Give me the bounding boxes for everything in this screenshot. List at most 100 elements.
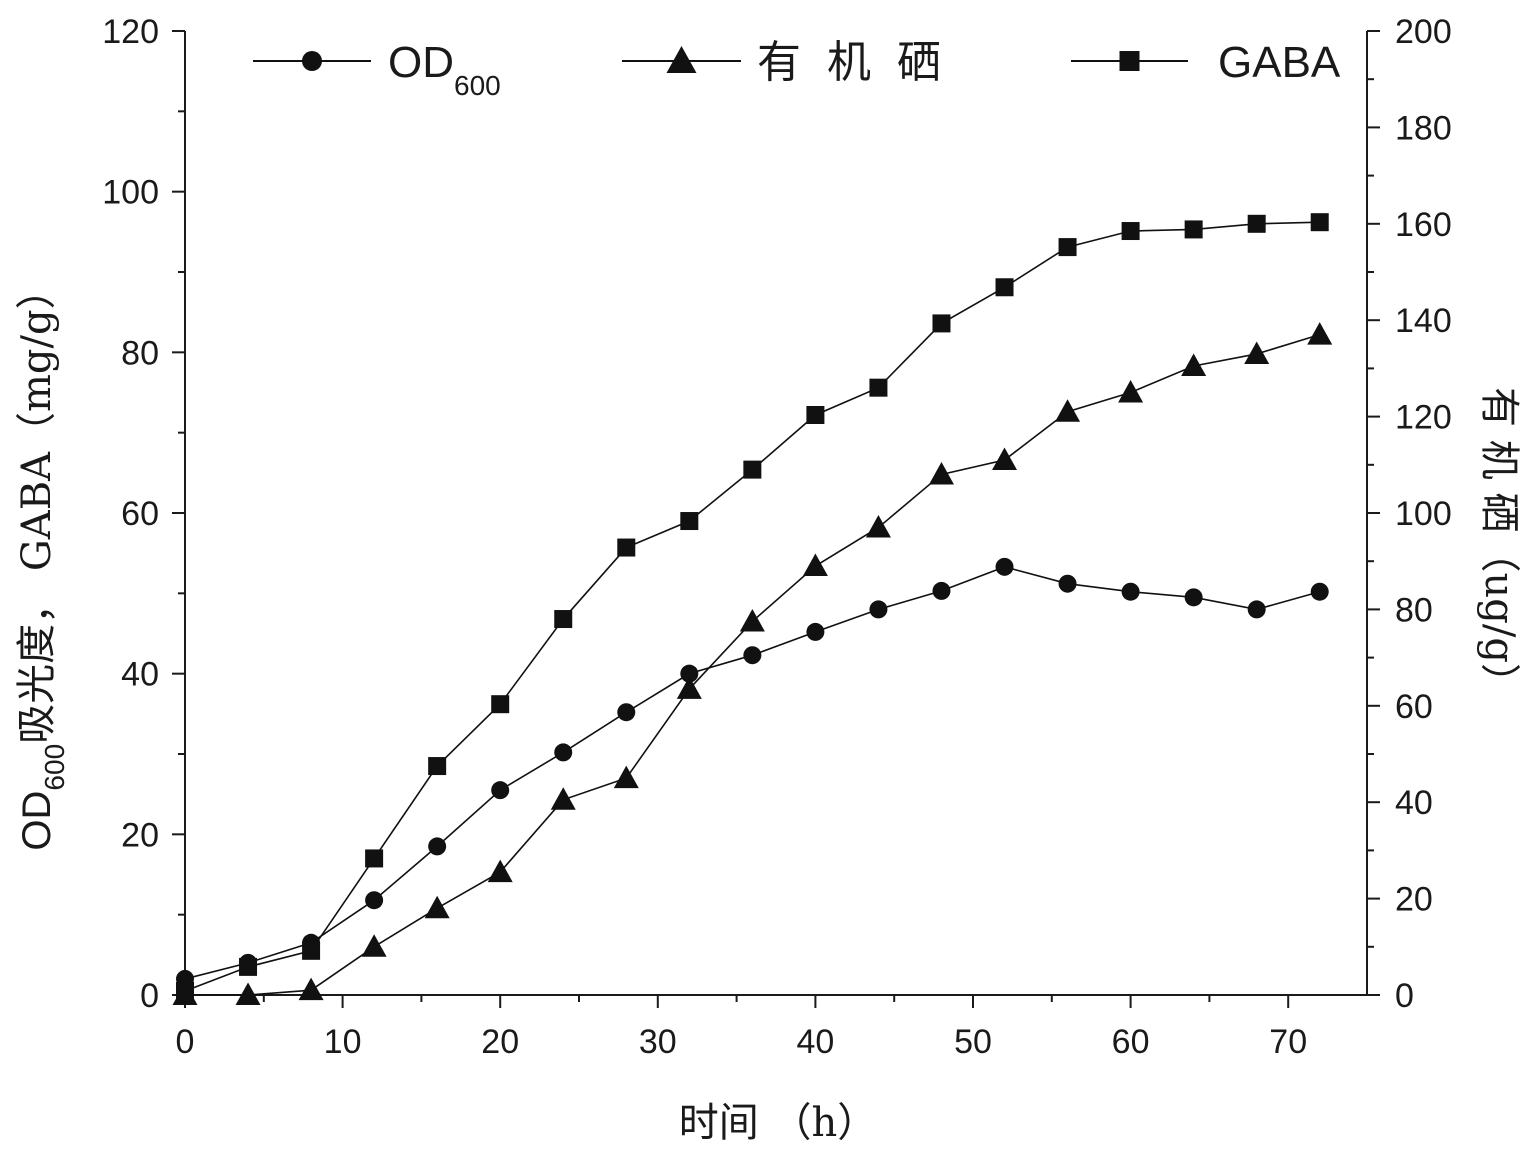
y-right-tick-label: 80 [1395,591,1433,629]
series-square [176,213,1329,1000]
data-point-square [743,460,762,479]
y-right-tick-label: 20 [1395,881,1433,919]
data-point-square [1121,222,1140,241]
y-left-tick-label: 80 [121,334,159,372]
data-point-triangle [802,553,828,577]
data-point-triangle [1055,399,1081,422]
data-point-circle [806,622,825,641]
series-line [185,333,1320,996]
legend-entry-circle: OD600 [253,38,501,101]
data-point-triangle [1118,380,1144,403]
x-axis-title: 时间 （h） [679,1100,877,1146]
data-point-circle [1121,582,1140,601]
series-triangle [172,322,1333,1005]
y-right-tick-label: 140 [1395,302,1452,340]
data-point-square [239,957,258,976]
legend-entry-triangle: 有 机 硒 [622,37,947,88]
data-point-circle [554,743,573,762]
data-point-triangle [928,461,954,485]
data-point-triangle [298,977,324,1001]
legend-label: 有 机 硒 [757,37,947,88]
x-tick-label: 0 [176,1023,195,1061]
data-point-square [176,981,194,1000]
legend-entry-square: GABA [1071,38,1341,87]
data-point-circle [680,664,699,683]
data-point-triangle [739,608,765,632]
data-point-square [1310,213,1329,232]
y-left-tick-label: 0 [140,977,159,1015]
y-right-tick-label: 60 [1395,688,1433,726]
y-left-axis-title: OD600吸光度， GABA（mg/g） [14,269,70,850]
legend-label-main: 有 机 硒 [757,37,947,88]
x-tick-label: 30 [639,1023,677,1061]
y-right-tick-label: 160 [1395,206,1452,244]
y-left-tick-label: 40 [121,656,159,694]
legend-label-main: OD [388,38,454,87]
data-point-square [428,757,447,776]
data-point-triangle [992,447,1018,470]
legend-label: OD600 [388,38,501,101]
y-right-tick-label: 120 [1395,399,1452,437]
data-point-triangle [235,982,261,1005]
data-point-square [680,512,699,531]
data-point-square [617,538,636,557]
x-tick-label: 10 [324,1023,362,1061]
data-point-circle [995,557,1014,576]
y-right-axis-title: 有 机 硒（ug/g） [1476,387,1522,703]
data-point-circle [428,837,447,856]
data-point-triangle [1307,322,1333,345]
y-left-title-sub: 600 [39,744,70,791]
legend: OD600 有 机 硒 GABA [253,37,1341,101]
y-right-tick-label: 100 [1395,495,1452,533]
y-left-tick-label: 60 [121,495,159,533]
series-line [184,221,1320,992]
data-point-circle [1310,582,1329,601]
y-right-tick-label: 180 [1395,109,1452,147]
data-point-circle [1247,600,1266,619]
y-left-title-main: OD [15,791,59,851]
y-left-tick-label: 100 [102,174,159,212]
data-point-triangle [865,514,891,538]
data-point-triangle [1181,353,1207,376]
data-point-square [491,695,510,714]
data-point-square [932,314,951,333]
y-right-tick-label: 200 [1395,13,1452,51]
data-point-square [365,849,384,868]
data-point-square [302,941,321,960]
data-point-square [554,610,573,629]
data-point-circle [743,646,762,665]
data-point-circle [1184,588,1203,607]
data-point-square [806,405,825,424]
data-point-triangle [487,859,513,883]
x-tick-label: 40 [796,1023,834,1061]
legend-label-sub: 600 [454,70,501,101]
y-left-title-rest: 吸光度， GABA（mg/g） [14,269,60,743]
y-right-tick-label: 40 [1395,784,1433,822]
data-point-circle [365,891,384,910]
series-circle [176,557,1329,988]
data-point-square [1247,214,1266,233]
data-point-square [1058,238,1077,257]
data-point-circle [491,781,510,800]
data-point-circle [869,600,888,619]
data-point-square [1184,220,1203,239]
legend-marker-square [1119,51,1140,71]
data-point-triangle [613,765,639,789]
legend-marker-triangle [666,46,697,73]
series-layer [172,213,1333,1005]
legend-marker-circle [302,51,322,71]
axes [184,31,1368,996]
y-left-tick-label: 120 [102,13,159,51]
data-point-square [995,278,1014,297]
data-point-circle [932,581,951,600]
data-point-triangle [424,895,450,919]
data-point-triangle [361,934,387,957]
x-tick-label: 70 [1269,1023,1307,1061]
data-point-square [869,378,888,397]
legend-label: GABA [1218,38,1341,87]
data-point-circle [1058,574,1077,593]
x-tick-label: 60 [1112,1023,1150,1061]
data-point-triangle [550,787,576,810]
x-tick-label: 20 [481,1023,519,1061]
